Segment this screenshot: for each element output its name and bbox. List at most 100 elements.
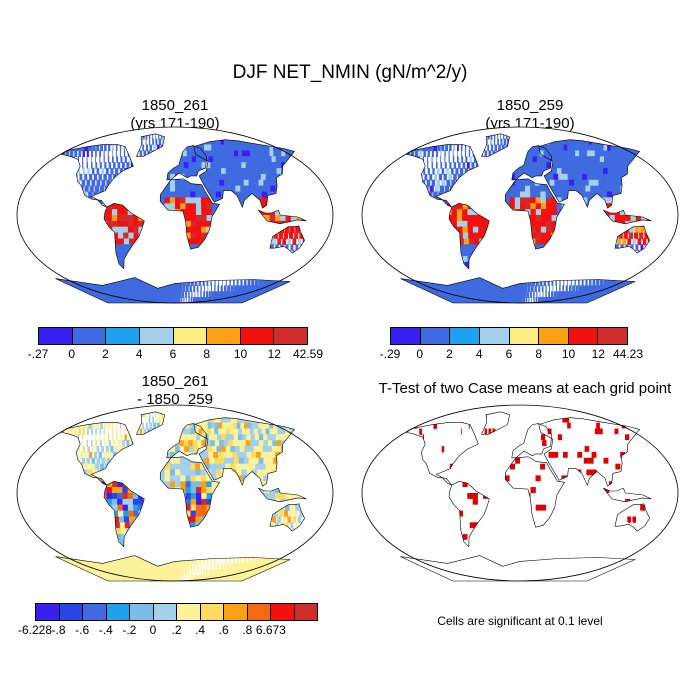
panel-title-line: - 1850_259 bbox=[137, 391, 213, 408]
coastline-eu bbox=[511, 423, 552, 459]
colorbar-swatch bbox=[207, 328, 241, 344]
ttest-significance-note: Cells are significant at 0.1 level bbox=[437, 614, 603, 628]
colorbar-swatch bbox=[247, 604, 271, 620]
map-border bbox=[361, 404, 679, 582]
map-1850-261 bbox=[16, 126, 334, 304]
colorbar-swatch bbox=[568, 328, 599, 344]
figure-title: DJF NET_NMIN (gN/m^2/y) bbox=[232, 62, 468, 83]
coastline-af bbox=[504, 178, 565, 250]
colorbar-label: 6 bbox=[169, 347, 177, 361]
colorbar-swatch bbox=[271, 604, 295, 620]
colorbar-label: 6.673 bbox=[255, 623, 286, 637]
coastline-an bbox=[55, 277, 291, 304]
colorbar-swatch bbox=[130, 604, 154, 620]
colorbar-label: 4 bbox=[475, 347, 483, 361]
coastline-sa bbox=[448, 202, 490, 270]
map-difference bbox=[16, 404, 334, 582]
colorbar-swatch bbox=[539, 328, 569, 344]
coastline-as bbox=[538, 417, 641, 487]
coastline-eu bbox=[511, 145, 552, 181]
coastline-sa bbox=[448, 480, 490, 548]
colorbar-label: 2 bbox=[102, 347, 109, 361]
coastline-au bbox=[269, 503, 305, 532]
colorbar-swatch bbox=[83, 604, 107, 620]
colorbar-label: -.6 bbox=[75, 623, 90, 637]
colorbar-swatch bbox=[59, 604, 83, 620]
coastline-as bbox=[538, 139, 641, 209]
colorbar-label: -.27 bbox=[27, 347, 49, 361]
coastline-as bbox=[193, 139, 296, 209]
coastline-as bbox=[193, 417, 296, 487]
coastline-sa bbox=[103, 480, 145, 548]
colorbar-swatch bbox=[173, 328, 208, 344]
colorbar-label: 42.59 bbox=[292, 347, 324, 361]
colorbar-label: -.4 bbox=[98, 623, 113, 637]
coastline-au bbox=[614, 503, 650, 532]
colorbar-swatch bbox=[72, 328, 107, 344]
panel-title-ttest: T-Test of two Case means at each grid po… bbox=[355, 380, 695, 398]
map-border bbox=[16, 404, 334, 582]
colorbar-label: 12 bbox=[591, 347, 605, 361]
colorbar-swatch bbox=[177, 604, 201, 620]
colorbar-difference bbox=[35, 603, 318, 621]
coastline-indo bbox=[258, 209, 307, 225]
coastline-au bbox=[614, 225, 650, 254]
colorbar-label: 10 bbox=[561, 347, 576, 361]
colorbar-swatch bbox=[450, 328, 480, 344]
colorbar-swatch bbox=[420, 328, 451, 344]
panel-title-difference: 1850_261 - 1850_259 bbox=[15, 373, 335, 409]
colorbar-label: .4 bbox=[195, 623, 206, 637]
panel-title-line: 1850_259 bbox=[496, 97, 564, 114]
coastline-af bbox=[159, 178, 220, 250]
colorbar-swatch bbox=[274, 328, 307, 344]
coastline-an bbox=[400, 555, 636, 582]
colorbar-swatch bbox=[106, 328, 140, 344]
coastline-na bbox=[61, 144, 134, 208]
colorbar-swatch bbox=[106, 604, 130, 620]
coastline-an bbox=[400, 277, 636, 304]
colorbar-swatch bbox=[224, 604, 248, 620]
coastline-gr bbox=[481, 133, 510, 157]
colorbar-label: 4 bbox=[135, 347, 143, 361]
colorbar-swatch bbox=[139, 328, 174, 344]
coastline-af bbox=[159, 456, 220, 528]
colorbar-label: 0 bbox=[416, 347, 424, 361]
colorbar-label: 8 bbox=[535, 347, 543, 361]
coastline-af bbox=[504, 456, 565, 528]
colorbar-swatch bbox=[39, 328, 73, 344]
map-border bbox=[16, 126, 334, 304]
colorbar-swatch bbox=[391, 328, 421, 344]
coastline-eu bbox=[166, 145, 207, 181]
coastline-sa bbox=[103, 202, 145, 270]
coastline-gr bbox=[481, 411, 510, 435]
coastline-indo bbox=[258, 487, 307, 503]
panel-title-line: 1850_261 bbox=[141, 97, 209, 114]
colorbar-abs-right-labels: -.29 0 2 4 6 8 10 12 44.23 bbox=[380, 347, 643, 363]
map-border bbox=[361, 126, 679, 304]
coastline-na bbox=[406, 422, 479, 486]
panel-title-line: 1850_261 bbox=[141, 373, 209, 390]
colorbar-swatch bbox=[509, 328, 540, 344]
colorbar-swatch bbox=[294, 604, 317, 620]
colorbar-abs-right bbox=[390, 327, 628, 345]
map-1850-259 bbox=[361, 126, 679, 304]
colorbar-label: -.8 bbox=[51, 623, 66, 637]
colorbar-label: 12 bbox=[267, 347, 281, 361]
colorbar-swatch bbox=[200, 604, 224, 620]
colorbar-difference-labels: -6.228 -.8 -.6 -.4 -.2 0 .2 .4 .6 .8 6.673 bbox=[18, 623, 318, 639]
colorbar-label: 2 bbox=[446, 347, 453, 361]
map-ttest bbox=[361, 404, 679, 582]
colorbar-swatch bbox=[36, 604, 60, 620]
colorbar-abs-left bbox=[38, 327, 308, 345]
colorbar-label: -6.228 bbox=[17, 623, 53, 637]
colorbar-label: 0 bbox=[68, 347, 76, 361]
colorbar-swatch bbox=[153, 604, 177, 620]
colorbar-label: 10 bbox=[233, 347, 248, 361]
colorbar-label: 44.23 bbox=[612, 347, 644, 361]
coastline-gr bbox=[136, 411, 165, 435]
coastline-na bbox=[406, 144, 479, 208]
colorbar-abs-left-labels: -.27 0 2 4 6 8 10 12 42.59 bbox=[28, 347, 323, 363]
colorbar-label: .6 bbox=[218, 623, 229, 637]
colorbar-label: -.2 bbox=[122, 623, 137, 637]
colorbar-label: .2 bbox=[171, 623, 182, 637]
